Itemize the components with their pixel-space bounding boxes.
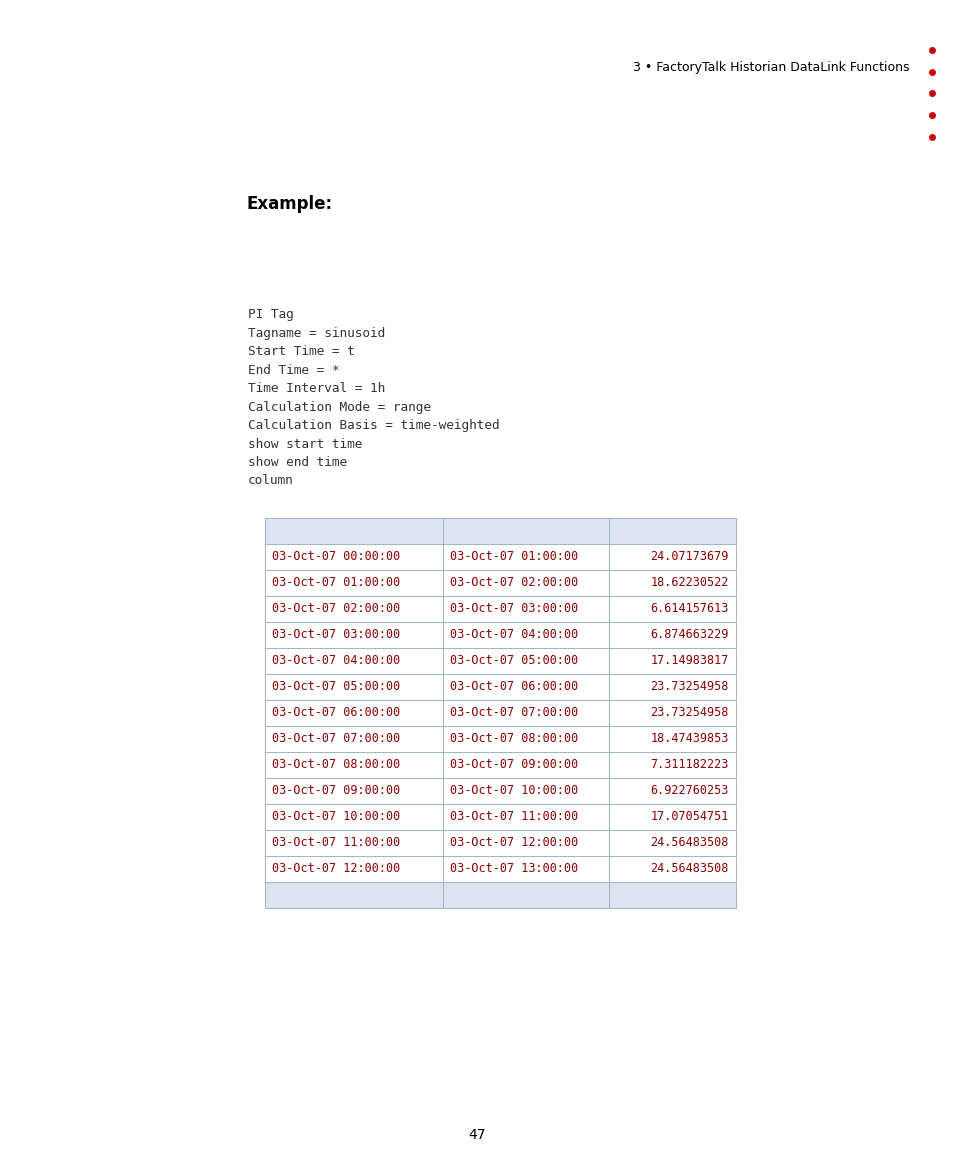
Text: 03-Oct-07 07:00:00: 03-Oct-07 07:00:00 [450, 707, 578, 719]
Bar [608, 778, 735, 804]
Text: 24.07173679: 24.07173679 [650, 551, 728, 563]
Bar [265, 570, 442, 596]
Bar [442, 570, 608, 596]
Bar [608, 882, 735, 908]
Bar [608, 596, 735, 622]
Text: 7.311182223: 7.311182223 [650, 759, 728, 772]
Bar [608, 518, 735, 544]
Bar [442, 518, 608, 544]
Text: 03-Oct-07 09:00:00: 03-Oct-07 09:00:00 [272, 785, 400, 797]
Bar [608, 570, 735, 596]
Bar [265, 856, 442, 882]
Bar [265, 830, 442, 856]
Bar [442, 726, 608, 752]
Text: 23.73254958: 23.73254958 [650, 707, 728, 719]
Text: 03-Oct-07 05:00:00: 03-Oct-07 05:00:00 [272, 681, 400, 694]
Text: 24.56483508: 24.56483508 [650, 837, 728, 850]
Text: 03-Oct-07 13:00:00: 03-Oct-07 13:00:00 [450, 863, 578, 875]
Text: show end time: show end time [248, 456, 347, 469]
Text: Example:: Example: [247, 196, 333, 213]
Bar [265, 726, 442, 752]
Text: 6.614157613: 6.614157613 [650, 603, 728, 616]
Text: 03-Oct-07 07:00:00: 03-Oct-07 07:00:00 [272, 732, 400, 745]
Text: 03-Oct-07 08:00:00: 03-Oct-07 08:00:00 [272, 759, 400, 772]
Bar [442, 778, 608, 804]
Text: show start time: show start time [248, 438, 362, 450]
Bar [608, 856, 735, 882]
Text: Calculation Mode = range: Calculation Mode = range [248, 400, 431, 413]
Text: 03-Oct-07 03:00:00: 03-Oct-07 03:00:00 [450, 603, 578, 616]
Bar [265, 882, 442, 908]
Text: PI Tag: PI Tag [248, 308, 294, 321]
Bar [265, 518, 442, 544]
Text: 03-Oct-07 10:00:00: 03-Oct-07 10:00:00 [450, 785, 578, 797]
Text: 6.922760253: 6.922760253 [650, 785, 728, 797]
Text: 03-Oct-07 03:00:00: 03-Oct-07 03:00:00 [272, 629, 400, 641]
Bar [608, 674, 735, 700]
Bar [442, 882, 608, 908]
Bar [442, 596, 608, 622]
Text: 03-Oct-07 11:00:00: 03-Oct-07 11:00:00 [272, 837, 400, 850]
Bar [608, 544, 735, 570]
Bar [442, 830, 608, 856]
Bar [442, 674, 608, 700]
Bar [442, 700, 608, 726]
Text: 47: 47 [468, 1128, 485, 1142]
Text: 03-Oct-07 12:00:00: 03-Oct-07 12:00:00 [450, 837, 578, 850]
Bar [265, 622, 442, 648]
Text: 03-Oct-07 02:00:00: 03-Oct-07 02:00:00 [272, 603, 400, 616]
Bar [608, 726, 735, 752]
Text: 03-Oct-07 06:00:00: 03-Oct-07 06:00:00 [450, 681, 578, 694]
Bar [442, 648, 608, 674]
Text: 03-Oct-07 02:00:00: 03-Oct-07 02:00:00 [450, 576, 578, 589]
Text: Time Interval = 1h: Time Interval = 1h [248, 382, 385, 395]
Bar [608, 830, 735, 856]
Text: 17.07054751: 17.07054751 [650, 810, 728, 823]
Bar [265, 778, 442, 804]
Bar [265, 596, 442, 622]
Text: 03-Oct-07 00:00:00: 03-Oct-07 00:00:00 [272, 551, 400, 563]
Text: 3 • FactoryTalk Historian DataLink Functions: 3 • FactoryTalk Historian DataLink Funct… [633, 62, 909, 74]
Bar [608, 700, 735, 726]
Bar [608, 804, 735, 830]
Text: 03-Oct-07 12:00:00: 03-Oct-07 12:00:00 [272, 863, 400, 875]
Bar [265, 752, 442, 778]
Text: 03-Oct-07 04:00:00: 03-Oct-07 04:00:00 [450, 629, 578, 641]
Bar [442, 856, 608, 882]
Text: column: column [248, 475, 294, 488]
Bar [442, 544, 608, 570]
Bar [265, 544, 442, 570]
Bar [608, 648, 735, 674]
Text: 03-Oct-07 06:00:00: 03-Oct-07 06:00:00 [272, 707, 400, 719]
Text: 24.56483508: 24.56483508 [650, 863, 728, 875]
Bar [442, 622, 608, 648]
Text: Calculation Basis = time-weighted: Calculation Basis = time-weighted [248, 419, 499, 432]
Text: 03-Oct-07 01:00:00: 03-Oct-07 01:00:00 [272, 576, 400, 589]
Bar [265, 648, 442, 674]
Text: 17.14983817: 17.14983817 [650, 654, 728, 667]
Text: 6.874663229: 6.874663229 [650, 629, 728, 641]
Bar [608, 622, 735, 648]
Bar [265, 700, 442, 726]
Bar [442, 752, 608, 778]
Text: 18.62230522: 18.62230522 [650, 576, 728, 589]
Text: End Time = *: End Time = * [248, 363, 339, 376]
Text: 23.73254958: 23.73254958 [650, 681, 728, 694]
Text: Tagname = sinusoid: Tagname = sinusoid [248, 326, 385, 340]
Text: 03-Oct-07 09:00:00: 03-Oct-07 09:00:00 [450, 759, 578, 772]
Text: Start Time = t: Start Time = t [248, 345, 355, 359]
Text: 03-Oct-07 08:00:00: 03-Oct-07 08:00:00 [450, 732, 578, 745]
Text: 03-Oct-07 10:00:00: 03-Oct-07 10:00:00 [272, 810, 400, 823]
Bar [442, 804, 608, 830]
Text: 03-Oct-07 11:00:00: 03-Oct-07 11:00:00 [450, 810, 578, 823]
Text: 03-Oct-07 04:00:00: 03-Oct-07 04:00:00 [272, 654, 400, 667]
Text: 03-Oct-07 01:00:00: 03-Oct-07 01:00:00 [450, 551, 578, 563]
Text: 18.47439853: 18.47439853 [650, 732, 728, 745]
Bar [265, 674, 442, 700]
Text: 03-Oct-07 05:00:00: 03-Oct-07 05:00:00 [450, 654, 578, 667]
Bar [265, 804, 442, 830]
Bar [608, 752, 735, 778]
